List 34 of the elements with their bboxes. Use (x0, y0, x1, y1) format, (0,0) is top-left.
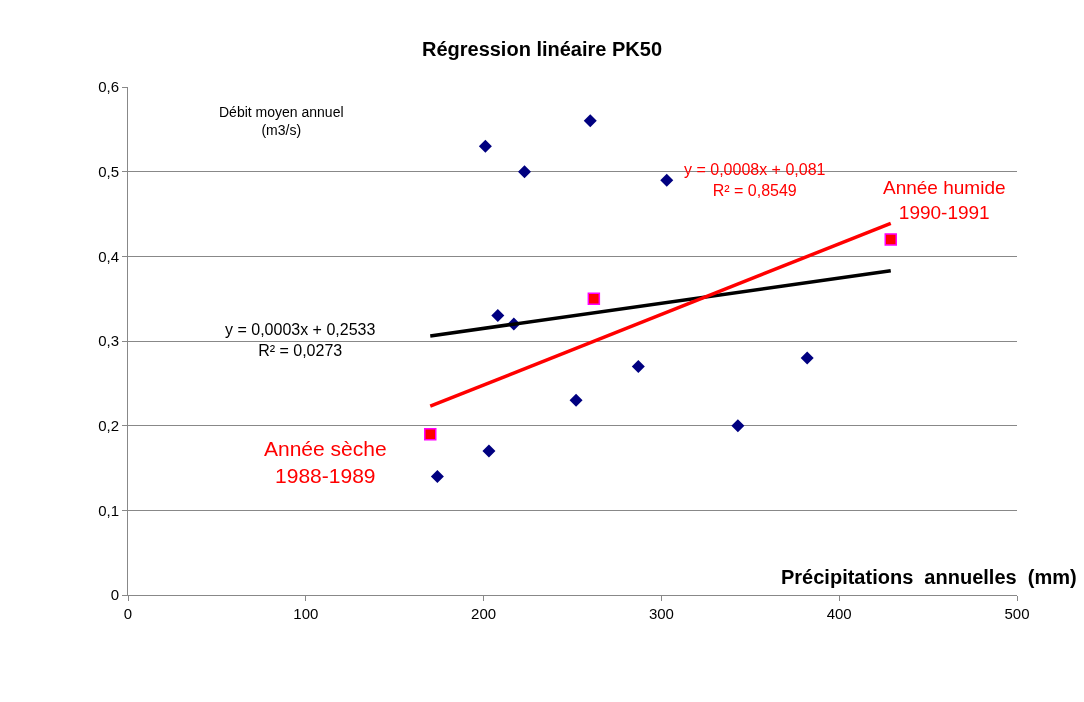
x-tick-label: 500 (1004, 605, 1030, 622)
y-tick-label: 0,6 (98, 78, 119, 96)
y-tick-label: 0,1 (98, 501, 119, 519)
chart-title: Régression linéaire PK50 (421, 38, 663, 61)
point (424, 427, 437, 441)
point (587, 292, 601, 305)
point (430, 469, 444, 483)
point (884, 233, 898, 246)
annotation: Année humide 1990-1991 (883, 177, 1006, 223)
point (800, 351, 814, 365)
x-tick-label: 100 (293, 605, 319, 622)
point (491, 309, 505, 323)
point (631, 359, 645, 373)
y-axis-title: Débit moyen annuel (m3/s) (219, 104, 344, 139)
point (583, 114, 597, 128)
annotation: y = 0,0008x + 0,081 R² = 0,8549 (684, 161, 826, 199)
y-tick-label: 0,2 (98, 416, 119, 434)
point (482, 444, 496, 458)
x-tick-label: 400 (826, 605, 852, 622)
y-tick-label: 0,3 (98, 332, 119, 350)
point (569, 393, 583, 407)
point (478, 139, 492, 153)
point (517, 165, 531, 179)
x-axis-title: Précipitations annuelles (mm) (781, 566, 1077, 588)
x-tick-label: 200 (471, 605, 497, 622)
annotation: y = 0,0003x + 0,2533 R² = 0,0273 (225, 321, 376, 359)
annotation: Année sèche 1988-1989 (264, 437, 387, 488)
x-tick-label: 0 (123, 605, 133, 622)
y-tick-label: 0 (110, 586, 119, 604)
y-tick-label: 0,4 (98, 247, 119, 265)
y-tick-label: 0,5 (98, 162, 119, 180)
point (731, 419, 745, 433)
point (660, 173, 674, 187)
x-tick-label: 300 (648, 605, 674, 622)
